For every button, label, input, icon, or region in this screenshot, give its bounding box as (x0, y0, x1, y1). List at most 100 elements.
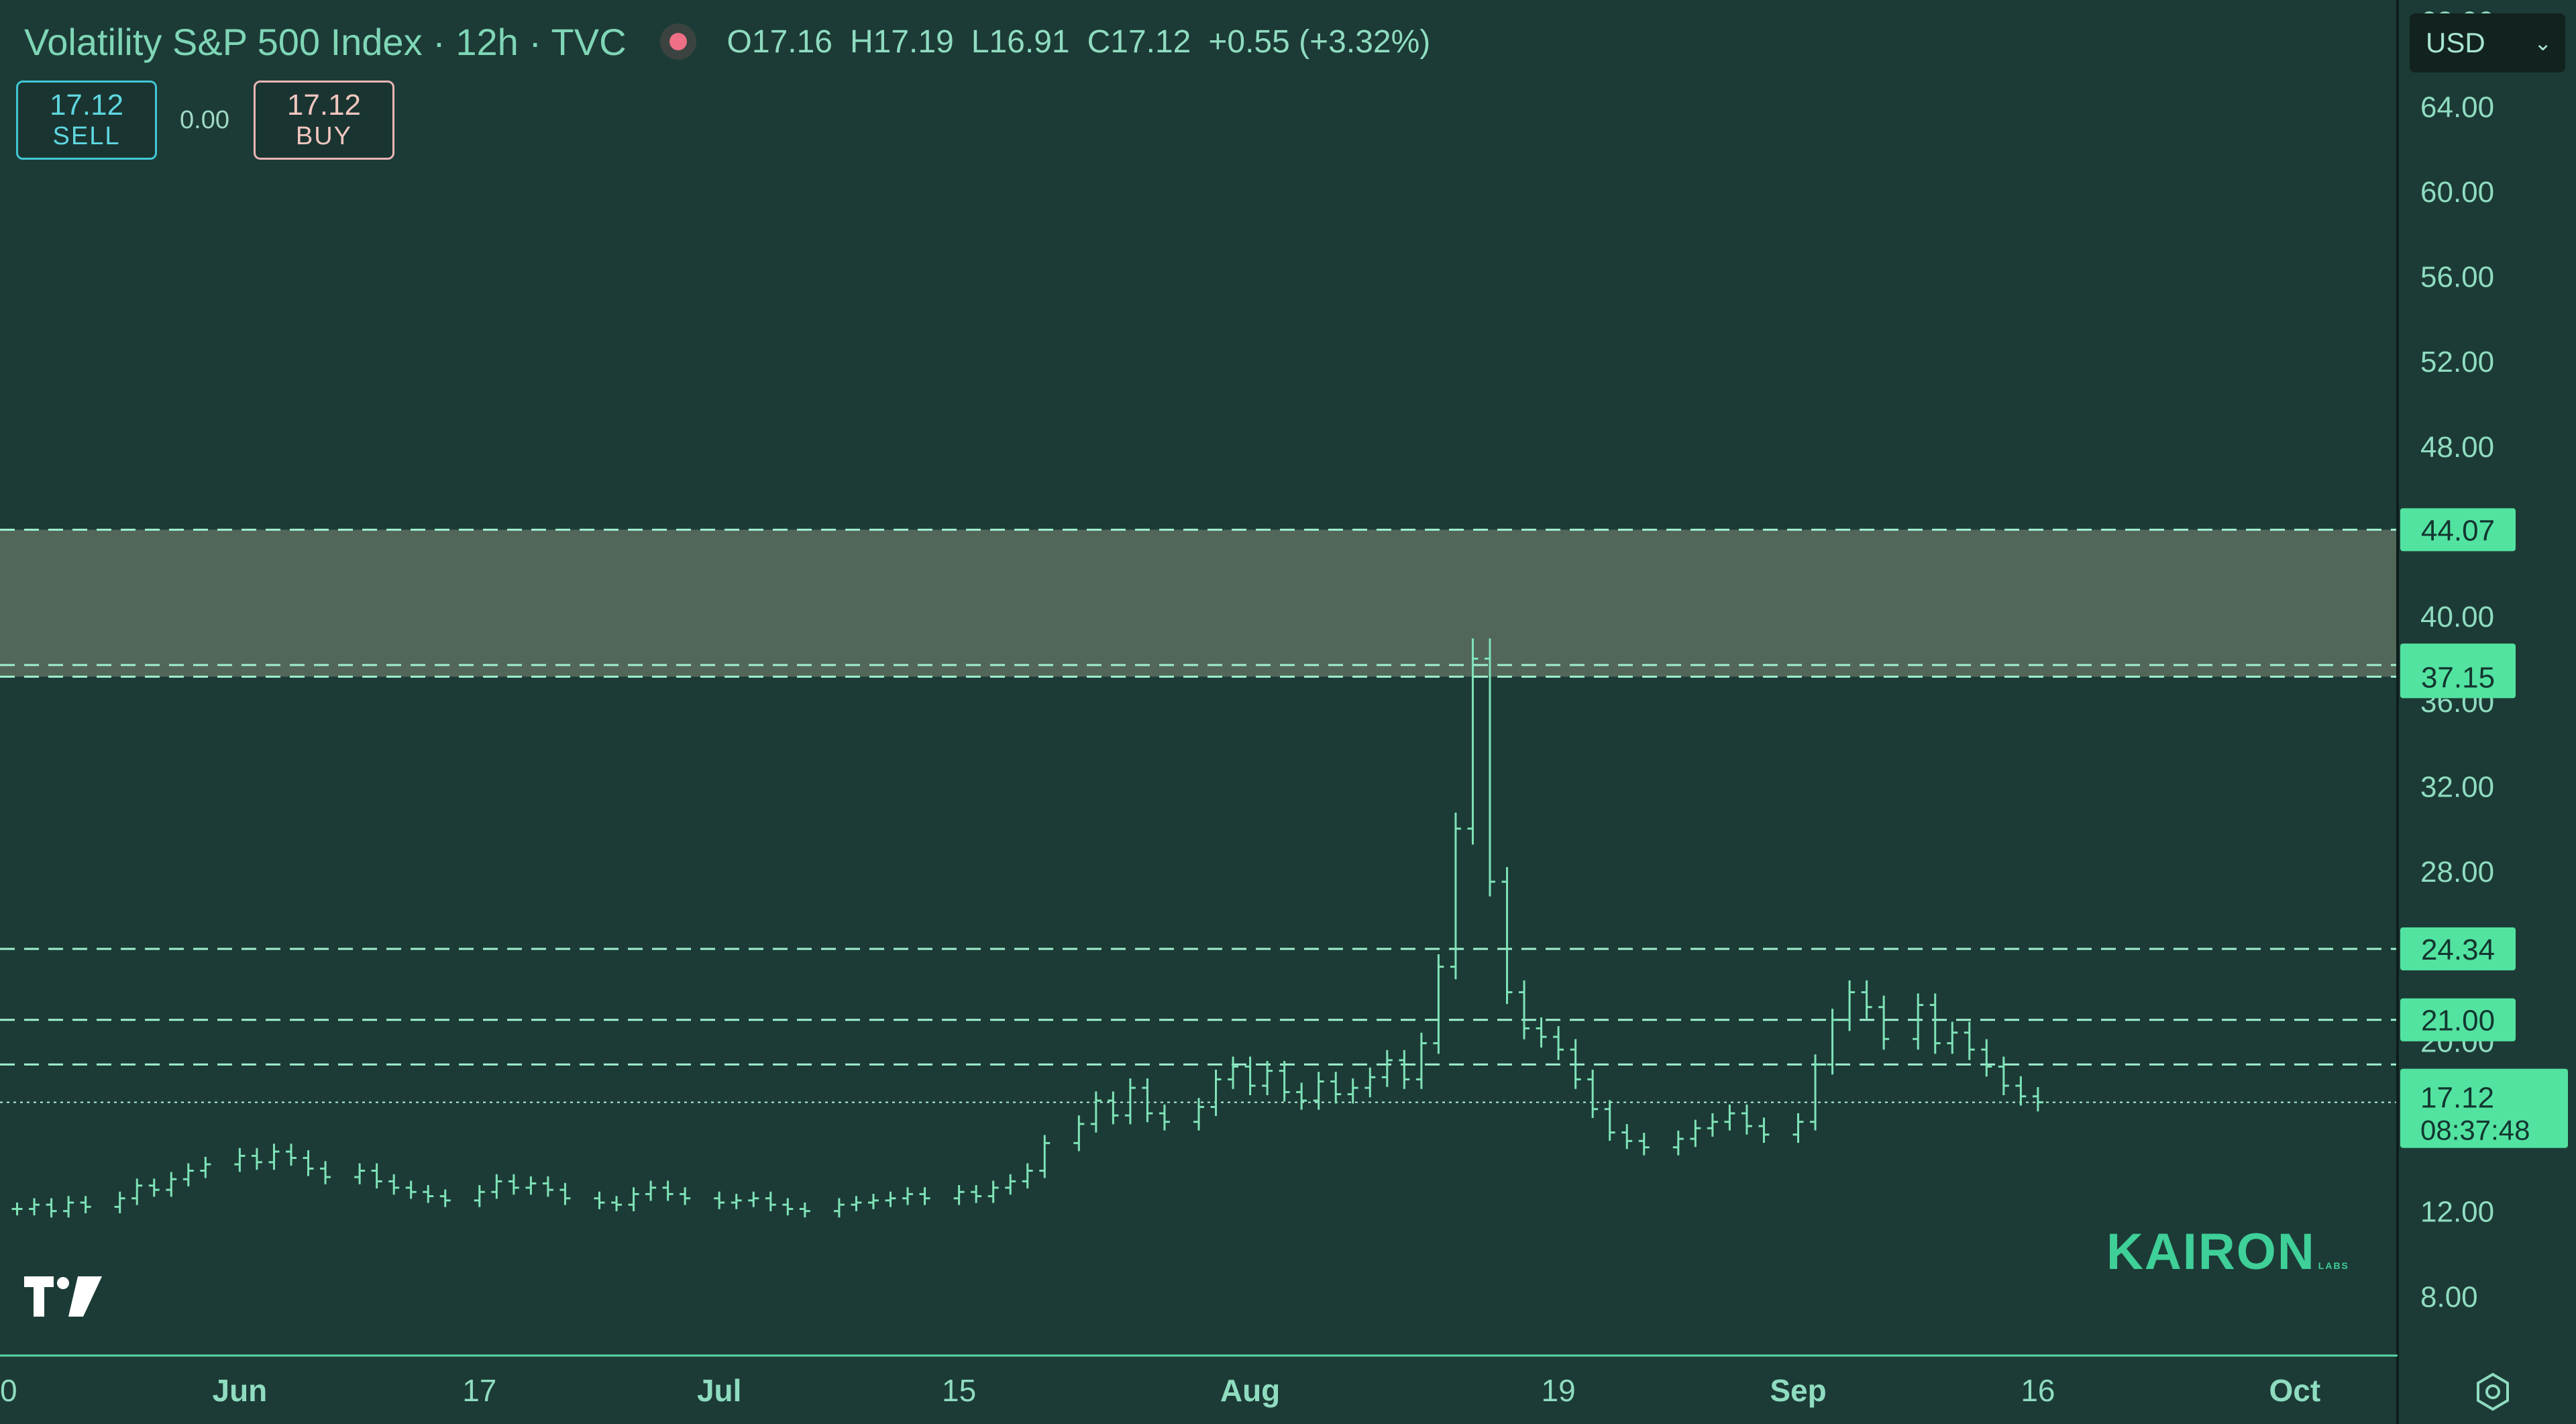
candle (1724, 1104, 1735, 1131)
candle (885, 1191, 896, 1207)
candle (1313, 1072, 1324, 1110)
x-tick-label: Jun (213, 1373, 268, 1408)
candle (799, 1202, 810, 1218)
candle (200, 1156, 211, 1178)
candle (731, 1193, 742, 1209)
candle (1022, 1163, 1033, 1188)
candle (1792, 1113, 1804, 1143)
x-tick-label: Oct (2269, 1373, 2320, 1408)
y-tick-label: 32.00 (2420, 770, 2494, 803)
candle (1947, 1021, 1958, 1054)
candle (285, 1143, 297, 1166)
candle (29, 1198, 40, 1216)
brand-logo-sub: LABS (2318, 1260, 2349, 1271)
x-tick-label: Sep (1770, 1373, 1826, 1408)
candle (1707, 1113, 1718, 1137)
brand-logo-text: KAIRON (2106, 1223, 2316, 1280)
candle (525, 1176, 537, 1195)
candle (1553, 1026, 1564, 1060)
level-price-tag-bg (2400, 927, 2516, 970)
candle (1827, 1009, 1838, 1075)
y-tick-label: 52.00 (2420, 346, 2494, 378)
y-tick-label: 64.00 (2420, 91, 2494, 123)
candle (748, 1191, 759, 1207)
candle (971, 1184, 982, 1203)
candle (1690, 1119, 1701, 1148)
x-tick-label: 16 (2021, 1373, 2055, 1408)
y-tick-label: 8.00 (2420, 1280, 2478, 1313)
tradingview-logo[interactable] (21, 1274, 105, 1324)
candle (182, 1163, 194, 1186)
candle (1810, 1054, 1821, 1131)
candle (851, 1196, 862, 1211)
x-tick-label: Aug (1220, 1373, 1280, 1408)
candle (405, 1180, 417, 1199)
buy-button[interactable]: 17.12 BUY (253, 81, 394, 160)
candle (131, 1178, 143, 1205)
candle (474, 1184, 485, 1207)
candle (1913, 993, 1924, 1050)
candle (867, 1193, 879, 1209)
level-price-tag-text: 24.34 (2421, 933, 2495, 966)
symbol-title[interactable]: Volatility S&P 500 Index · 12h · TVC (24, 20, 627, 63)
candle (303, 1150, 314, 1176)
candle (1228, 1056, 1239, 1089)
kairon-labs-logo: KAIRON LABS (2106, 1223, 2349, 1281)
level-price-tag-text: 44.07 (2421, 514, 2495, 547)
candle (1861, 980, 1872, 1019)
candle (354, 1163, 366, 1184)
sell-button[interactable]: 17.12 SELL (16, 81, 157, 160)
candle (1621, 1124, 1633, 1150)
candle (953, 1184, 965, 1205)
settings-button[interactable] (2471, 1370, 2514, 1417)
candle (388, 1174, 400, 1195)
candle (1587, 1069, 1599, 1119)
candle (1073, 1115, 1085, 1152)
candle (1878, 995, 1890, 1050)
candle (166, 1172, 177, 1197)
x-tick-label: 20 (0, 1373, 17, 1408)
candle (1741, 1104, 1752, 1135)
candle (594, 1191, 605, 1209)
candle (371, 1163, 382, 1188)
level-price-tag: 21.00 (2400, 998, 2516, 1041)
candle (1570, 1039, 1581, 1089)
buy-label: BUY (295, 122, 353, 150)
candle (1450, 813, 1461, 980)
level-price-tag: 44.07 (2400, 508, 2516, 552)
candle (1159, 1104, 1170, 1131)
resistance-zone (0, 529, 2398, 677)
candle (680, 1187, 691, 1205)
candle (1929, 993, 1941, 1054)
candle (782, 1198, 794, 1216)
candle (1108, 1091, 1119, 1125)
candle (508, 1174, 519, 1195)
candle (11, 1202, 23, 1216)
candle (1142, 1078, 1153, 1123)
candle (645, 1180, 657, 1201)
candle (80, 1196, 91, 1214)
level-price-tag: 24.34 (2400, 927, 2516, 970)
market-status-dot (669, 33, 687, 50)
candle (1964, 1021, 1975, 1060)
y-tick-label: 48.00 (2420, 431, 2494, 464)
spread-value: 0.00 (180, 105, 229, 134)
candle (1484, 638, 1495, 897)
candle (1005, 1174, 1016, 1195)
candle (268, 1143, 280, 1170)
ohlc-close: C17.12 (1087, 23, 1191, 60)
sell-label: SELL (52, 122, 121, 150)
candle (46, 1198, 57, 1218)
candle (1519, 980, 1530, 1039)
candle (439, 1189, 451, 1207)
x-tick-label: Jul (697, 1373, 741, 1408)
candle (1467, 638, 1479, 845)
currency-select[interactable]: USD ⌄ (2410, 13, 2565, 72)
ohlc-readout: O17.16 H17.19 L16.91 C17.12 +0.55 (+3.32… (727, 23, 1431, 60)
last-price-tag-bg (2400, 1068, 2568, 1148)
candle (320, 1161, 331, 1184)
level-price-tag-bg (2400, 508, 2516, 552)
candle (251, 1148, 262, 1170)
